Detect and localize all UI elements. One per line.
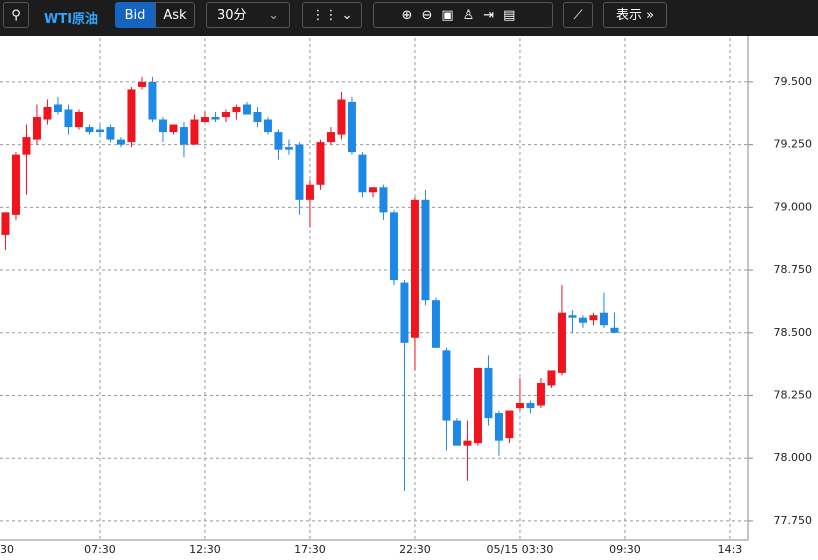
candle-body bbox=[389, 212, 398, 281]
x-tick-label: 14:3 bbox=[718, 543, 743, 556]
candle-body bbox=[568, 315, 577, 318]
chevron: ⌄ bbox=[268, 8, 279, 23]
candle-body bbox=[200, 117, 209, 123]
candle-body bbox=[515, 403, 524, 409]
candle-body bbox=[326, 132, 335, 143]
candle-body bbox=[463, 440, 472, 446]
candle-body bbox=[106, 127, 115, 140]
candle-body bbox=[221, 112, 230, 118]
candle-body bbox=[410, 199, 419, 338]
candle-body bbox=[316, 142, 325, 185]
y-tick-label: 79.250 bbox=[774, 138, 813, 151]
candle-body bbox=[358, 154, 367, 193]
bid-button[interactable]: Bid bbox=[115, 2, 155, 28]
candle-body bbox=[526, 403, 535, 409]
candle-body bbox=[368, 187, 377, 193]
candle-body bbox=[337, 99, 346, 135]
candle-body bbox=[85, 127, 94, 133]
candle-body bbox=[179, 127, 188, 145]
candle-body bbox=[74, 112, 83, 128]
y-tick-label: 77.750 bbox=[774, 514, 813, 527]
x-tick-label: 17:30 bbox=[294, 543, 326, 556]
indicator-button[interactable]: ⟋ bbox=[563, 2, 593, 28]
display-label: 表示 bbox=[615, 8, 642, 23]
x-tick-label: 30 bbox=[0, 543, 14, 556]
candle-body bbox=[284, 147, 293, 150]
candle-body bbox=[589, 315, 598, 321]
candle-body bbox=[379, 187, 388, 213]
candle-body bbox=[578, 317, 587, 323]
x-tick-label: 09:30 bbox=[609, 543, 641, 556]
ask-button[interactable]: Ask bbox=[155, 2, 195, 28]
candle-body bbox=[43, 106, 52, 120]
y-tick-label: 78.500 bbox=[774, 326, 813, 339]
candle-body bbox=[421, 199, 430, 301]
candle-body bbox=[11, 154, 20, 215]
candle-body bbox=[64, 109, 73, 128]
display-button[interactable]: 表示 » bbox=[603, 2, 667, 28]
candle-body bbox=[148, 81, 157, 120]
candle-body bbox=[557, 312, 566, 373]
candle-body bbox=[599, 312, 608, 326]
toolbar: ⚲ WTI原油 Bid Ask 30分 ⌄ ⋮⋮ ⌄ ⊕⊖▣♙⇥▤ ⟋ 表示 » bbox=[0, 0, 818, 36]
interval: 30分 bbox=[217, 8, 247, 23]
candle-body bbox=[400, 282, 409, 343]
candle-body bbox=[295, 144, 304, 200]
x-tick-label: 07:30 bbox=[84, 543, 116, 556]
interval-select[interactable]: 30分 ⌄ bbox=[206, 2, 290, 28]
candle-body bbox=[452, 420, 461, 446]
candle-body bbox=[274, 132, 283, 150]
y-tick-label: 79.000 bbox=[774, 200, 813, 213]
x-tick-label: 22:30 bbox=[399, 543, 431, 556]
y-tick-label: 78.750 bbox=[774, 263, 813, 276]
candle-body bbox=[116, 139, 125, 145]
candle-body bbox=[547, 370, 556, 386]
candle-body bbox=[431, 300, 440, 348]
chart: 77.750 78.000 78.250 78.500 78.750 79.000 79.2… bbox=[0, 36, 813, 556]
candle-body bbox=[169, 124, 178, 133]
candle-body bbox=[242, 104, 251, 115]
candle-body bbox=[1, 212, 10, 235]
candle-body bbox=[158, 119, 167, 133]
candle-body bbox=[484, 367, 493, 419]
x-tick-label: 12:30 bbox=[189, 543, 221, 556]
y-tick-label: 78.250 bbox=[774, 388, 813, 401]
candle-body bbox=[610, 327, 619, 333]
candle-body bbox=[473, 367, 482, 444]
candle-body bbox=[190, 119, 199, 145]
instrument[interactable]: WTI原油 bbox=[44, 12, 99, 27]
candle-body bbox=[253, 112, 262, 123]
search-button[interactable]: ⚲ bbox=[3, 2, 29, 28]
candle-body bbox=[137, 81, 146, 87]
candle-body bbox=[505, 410, 514, 439]
y-tick-label: 79.500 bbox=[774, 75, 813, 88]
candle-body bbox=[347, 101, 356, 153]
candle-body bbox=[232, 106, 241, 113]
y-tick-label: 78.000 bbox=[774, 451, 813, 464]
candle-body bbox=[494, 413, 503, 441]
candle-body bbox=[22, 137, 31, 155]
candle-body bbox=[536, 382, 545, 406]
candle-body bbox=[442, 350, 451, 421]
tool-group[interactable]: ⊕⊖▣♙⇥▤ bbox=[373, 2, 553, 28]
candle-body bbox=[53, 104, 62, 113]
x-tick-label: 05/15 03:30 bbox=[486, 543, 553, 556]
candle-body bbox=[305, 184, 314, 200]
candle-body bbox=[263, 119, 272, 133]
candle-body bbox=[95, 129, 104, 133]
candle-body bbox=[32, 117, 41, 140]
chart-type-select[interactable]: ⋮⋮ ⌄ bbox=[302, 2, 362, 28]
candle-body bbox=[211, 117, 220, 120]
candle-body bbox=[127, 89, 136, 143]
